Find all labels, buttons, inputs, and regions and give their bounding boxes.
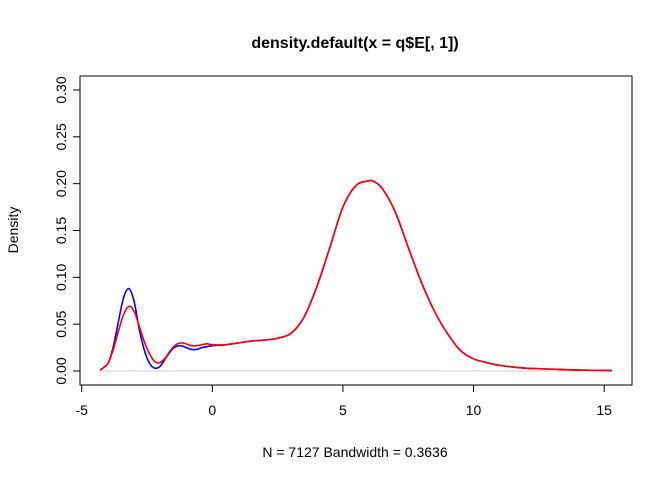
y-tick-label: 0.10	[53, 263, 69, 290]
chart-title: density.default(x = q$E[, 1])	[251, 35, 458, 52]
y-tick-label: 0.05	[53, 310, 69, 337]
density-line-red	[99, 179, 613, 372]
y-tick-label: 0.30	[53, 76, 69, 103]
y-axis: 0.00 0.05 0.10 0.15 0.20 0.25 0.30	[53, 76, 81, 385]
y-tick-label: 0.20	[53, 170, 69, 197]
y-axis-label: Density	[5, 207, 21, 254]
x-axis: -5 0 5 10 15	[75, 384, 612, 418]
x-tick-label: -5	[75, 402, 88, 418]
x-tick-label: 5	[339, 402, 347, 418]
y-tick-label: 0.15	[53, 217, 69, 244]
x-axis-label: N = 7127 Bandwidth = 0.3636	[262, 444, 447, 460]
x-tick-label: 10	[466, 402, 482, 418]
x-tick-label: 15	[596, 402, 612, 418]
y-tick-label: 0.00	[53, 357, 69, 384]
density-line-blue	[99, 179, 613, 372]
x-tick-label: 0	[208, 402, 216, 418]
plot-frame	[79, 75, 633, 386]
y-tick-label: 0.25	[53, 123, 69, 150]
series-layer	[99, 179, 613, 372]
